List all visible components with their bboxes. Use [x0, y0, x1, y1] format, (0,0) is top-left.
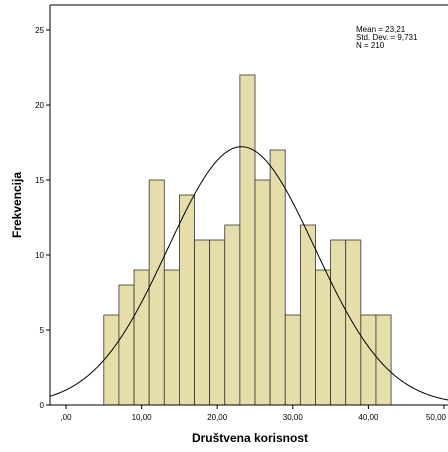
- x-tick-label: 30,00: [283, 413, 304, 422]
- y-tick-label: 15: [35, 176, 44, 185]
- histogram-bars: [103, 74, 392, 406]
- y-tick-label: 5: [40, 326, 45, 335]
- histogram-bar: [118, 284, 135, 406]
- y-tick-label: 25: [35, 26, 44, 35]
- x-tick-label: 50,00: [426, 413, 447, 422]
- histogram-bar: [194, 239, 211, 406]
- histogram-bar: [345, 239, 362, 406]
- y-axis-ticks: 0 5 10 15 20 25: [35, 26, 50, 410]
- x-tick-label: 10,00: [132, 413, 153, 422]
- histogram-bar: [375, 314, 392, 406]
- y-tick-label: 0: [40, 401, 45, 410]
- x-axis-title: Društvena korisnost: [192, 431, 308, 445]
- histogram-bar: [148, 179, 165, 406]
- x-tick-label: 40,00: [358, 413, 379, 422]
- histogram-bar: [103, 314, 120, 406]
- histogram-bar: [224, 224, 241, 406]
- stats-n: N = 210: [356, 41, 385, 50]
- histogram-bar: [178, 194, 195, 406]
- stats-mean: Mean = 23,21: [356, 25, 406, 34]
- histogram-bar: [133, 269, 150, 406]
- x-axis-ticks: ,00 10,00 20,00 30,00 40,00 50,00: [60, 405, 447, 422]
- x-tick-label: 20,00: [207, 413, 228, 422]
- histogram-bar: [209, 239, 226, 406]
- histogram-bar: [163, 269, 180, 406]
- histogram-bar: [254, 179, 271, 406]
- x-tick-label: ,00: [60, 413, 72, 422]
- y-tick-label: 10: [35, 251, 44, 260]
- histogram-bar: [269, 149, 286, 406]
- normal-curve: [49, 146, 448, 401]
- y-axis-title: Frekvencija: [10, 172, 24, 238]
- histogram-bar: [330, 239, 347, 406]
- y-tick-label: 20: [35, 101, 44, 110]
- histogram-bar: [360, 314, 377, 406]
- histogram-bar: [299, 224, 316, 406]
- histogram-bar: [284, 314, 301, 406]
- histogram-bar: [239, 74, 256, 406]
- stats-std-dev: Std. Dev. = 9,731: [356, 33, 418, 42]
- histogram-bar: [315, 269, 332, 406]
